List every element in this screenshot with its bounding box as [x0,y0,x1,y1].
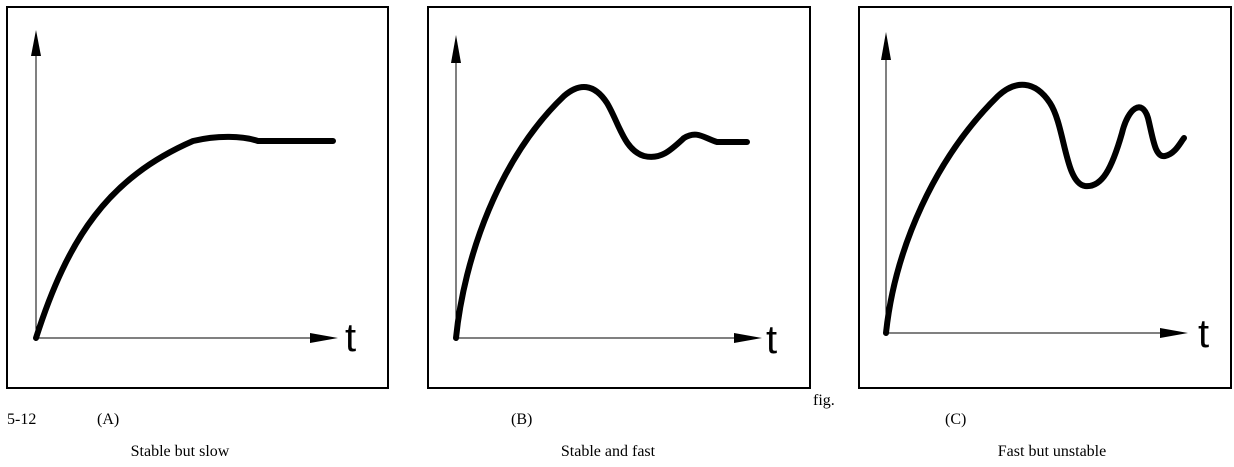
vertical-axis-arrow [881,32,891,60]
response-curve [883,81,1187,336]
time-axis-arrow [734,333,762,343]
time-axis-arrow [1160,328,1188,338]
figure-number: 5-12 [7,411,37,428]
panel-a-plot [31,30,338,343]
panel-a: t [6,6,389,389]
response-curve [33,133,336,341]
response-curve [453,84,750,341]
panel-c: t [858,6,1232,389]
panel-b: t [427,6,811,389]
time-axis-arrow [310,333,338,343]
panel-a-caption: Stable but slow [130,443,230,460]
vertical-axis-arrow [31,30,41,56]
panel-b-plot [451,35,762,343]
panel-b-label: (B) [511,411,533,428]
panel-b-caption: Stable and fast [560,443,656,460]
panel-c-label: (C) [945,411,967,428]
figure-word: fig. [813,392,835,409]
time-axis-label: t [345,316,357,360]
time-axis-label: t [1198,312,1210,356]
panel-c-caption: Fast but unstable [997,443,1107,460]
panel-c-plot [881,32,1188,338]
time-axis-label: t [766,318,778,362]
panel-a-label: (A) [97,411,120,428]
vertical-axis-arrow [451,35,461,63]
